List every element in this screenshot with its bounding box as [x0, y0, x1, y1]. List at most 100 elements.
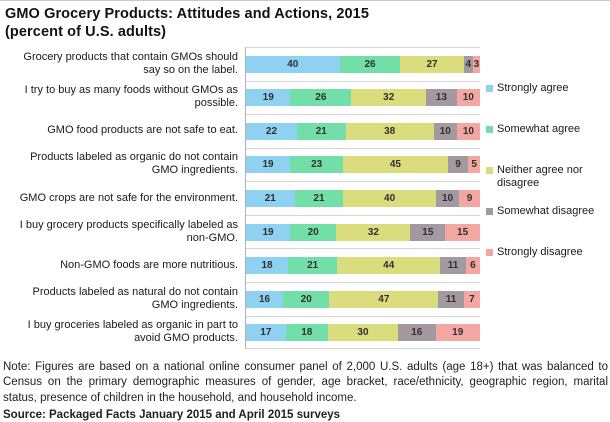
category-label: I try to buy as many foods without GMOs … [24, 84, 238, 110]
note-text: Note: Figures are based on a national on… [3, 361, 608, 404]
category-label: GMO food products are not safe to eat. [47, 124, 238, 137]
bar-segment-strongly-disagree: 3 [472, 55, 480, 73]
stacked-bar: 40 26 27 4 3 [246, 55, 480, 73]
bar-cell: 22 21 38 10 10 [245, 114, 480, 148]
bar-segment-somewhat-disagree: 16 [398, 323, 436, 341]
chart-title-line1: GMO Grocery Products: Attitudes and Acti… [5, 6, 369, 22]
bar-cell: 21 21 40 10 9 [245, 181, 480, 215]
chart-title: GMO Grocery Products: Attitudes and Acti… [0, 1, 610, 41]
chart-row: Non-GMO foods are more nutritious. 18 21 44… [0, 248, 480, 282]
legend-label: Somewhat agree [497, 123, 581, 135]
category-label: Products labeled as natural do not conta… [32, 285, 238, 311]
legend-swatch-icon [486, 167, 493, 174]
chart-row: Grocery products that contain GMOs shoul… [0, 47, 480, 81]
bar-segment-strongly-agree: 18 [246, 257, 289, 275]
chart-row: I try to buy as many foods without GMOs … [0, 80, 480, 115]
legend-item: Strongly agree [486, 82, 604, 95]
stacked-bar: 19 26 32 13 10 [246, 89, 480, 107]
bar-cell: 17 18 30 16 19 [245, 315, 480, 350]
bar-segment-somewhat-agree: 20 [283, 290, 330, 308]
legend-label: Neither agree nor disagree [497, 164, 583, 189]
stacked-bar: 17 18 30 16 19 [246, 323, 480, 341]
bar-segment-neither-agree-nor-disagree: 30 [327, 323, 399, 341]
legend-item: Somewhat agree [486, 123, 604, 136]
bar-cell: 40 26 27 4 3 [245, 47, 480, 81]
category-label: Products labeled as organic do not conta… [30, 151, 238, 177]
bar-segment-somewhat-disagree: 15 [410, 223, 446, 241]
bar-segment-neither-agree-nor-disagree: 27 [400, 55, 464, 73]
stacked-bar: 22 21 38 10 10 [246, 122, 480, 140]
bar-cell: 19 26 32 13 10 [245, 80, 480, 115]
bar-segment-strongly-disagree: 5 [468, 156, 480, 174]
category-label: I buy grocery products specifically labe… [19, 218, 238, 244]
bar-segment-neither-agree-nor-disagree: 38 [345, 122, 434, 140]
legend-item: Neither agree nor disagree [486, 164, 604, 190]
bar-segment-neither-agree-nor-disagree: 40 [343, 190, 436, 208]
bar-segment-somewhat-agree: 23 [290, 156, 344, 174]
bar-segment-somewhat-disagree: 10 [435, 190, 460, 208]
chart-row: Products labeled as organic do not conta… [0, 147, 480, 182]
legend-label: Strongly agree [497, 82, 569, 94]
legend-item: Strongly disagree [486, 246, 604, 259]
bar-segment-strongly-agree: 19 [246, 89, 291, 107]
bar-cell: 19 23 45 9 5 [245, 147, 480, 182]
stacked-bar: 19 23 45 9 5 [246, 156, 480, 174]
chart-row: GMO food products are not safe to eat. 22… [0, 114, 480, 148]
bar-segment-somewhat-disagree: 13 [426, 89, 457, 107]
stacked-bar: 19 20 32 15 15 [246, 223, 480, 241]
legend-item: Somewhat disagree [486, 205, 604, 218]
bar-segment-somewhat-agree: 20 [290, 223, 337, 241]
chart-legend: Strongly agree Somewhat agree Neither agre… [480, 47, 610, 349]
legend-label: Strongly disagree [497, 246, 583, 258]
bar-segment-strongly-disagree: 10 [456, 122, 480, 140]
legend-label: Somewhat disagree [497, 205, 595, 217]
chart-title-line2: (percent of U.S. adults) [5, 24, 167, 40]
bar-segment-somewhat-disagree: 10 [433, 122, 457, 140]
bar-segment-somewhat-agree: 18 [285, 323, 328, 341]
bar-segment-strongly-disagree: 6 [465, 257, 480, 275]
legend-swatch-icon [486, 126, 493, 133]
bar-cell: 16 20 47 11 7 [245, 281, 480, 316]
stacked-bar-chart: Grocery products that contain GMOs shoul… [0, 47, 610, 350]
chart-row: GMO crops are not safe for the environme… [0, 181, 480, 215]
legend-swatch-icon [486, 85, 493, 92]
legend-swatch-icon [486, 208, 493, 215]
category-label: Non-GMO foods are more nutritious. [60, 258, 238, 271]
bar-segment-strongly-agree: 21 [246, 190, 295, 208]
bar-segment-strongly-disagree: 15 [445, 223, 480, 241]
bar-segment-strongly-disagree: 10 [456, 89, 480, 107]
bar-segment-somewhat-disagree: 11 [438, 290, 464, 308]
category-label: GMO crops are not safe for the environme… [19, 191, 238, 204]
chart-row: I buy groceries labeled as organic in pa… [0, 315, 480, 350]
bar-segment-neither-agree-nor-disagree: 45 [343, 156, 448, 174]
bar-segment-strongly-agree: 19 [246, 223, 291, 241]
bar-segment-somewhat-agree: 26 [290, 89, 352, 107]
legend-swatch-icon [486, 249, 493, 256]
bar-segment-somewhat-disagree: 4 [463, 55, 473, 73]
bar-segment-neither-agree-nor-disagree: 44 [337, 257, 441, 275]
bar-cell: 19 20 32 15 15 [245, 214, 480, 249]
bar-segment-strongly-agree: 16 [246, 290, 284, 308]
chart-row: I buy grocery products specifically labe… [0, 214, 480, 249]
bar-segment-strongly-agree: 17 [246, 323, 286, 341]
bar-segment-somewhat-agree: 21 [288, 257, 338, 275]
bar-segment-strongly-disagree: 9 [459, 190, 480, 208]
bar-segment-strongly-agree: 22 [246, 122, 297, 140]
chart-rows: Grocery products that contain GMOs shoul… [0, 47, 480, 350]
bar-segment-somewhat-disagree: 11 [440, 257, 466, 275]
stacked-bar: 16 20 47 11 7 [246, 290, 480, 308]
bar-segment-neither-agree-nor-disagree: 32 [336, 223, 411, 241]
category-label: Grocery products that contain GMOs shoul… [23, 50, 238, 76]
bar-segment-strongly-agree: 40 [246, 55, 340, 73]
bar-segment-neither-agree-nor-disagree: 47 [329, 290, 439, 308]
bar-segment-somewhat-agree: 21 [294, 190, 344, 208]
bar-segment-somewhat-disagree: 9 [447, 156, 469, 174]
bar-segment-somewhat-agree: 26 [339, 55, 401, 73]
category-label: I buy groceries labeled as organic in pa… [27, 319, 238, 345]
bar-cell: 18 21 44 11 6 [245, 248, 480, 282]
bar-segment-strongly-disagree: 19 [435, 323, 480, 341]
bar-segment-neither-agree-nor-disagree: 32 [351, 89, 427, 107]
source-text: Source: Packaged Facts January 2015 and … [3, 409, 341, 422]
bar-segment-strongly-disagree: 7 [463, 290, 480, 308]
